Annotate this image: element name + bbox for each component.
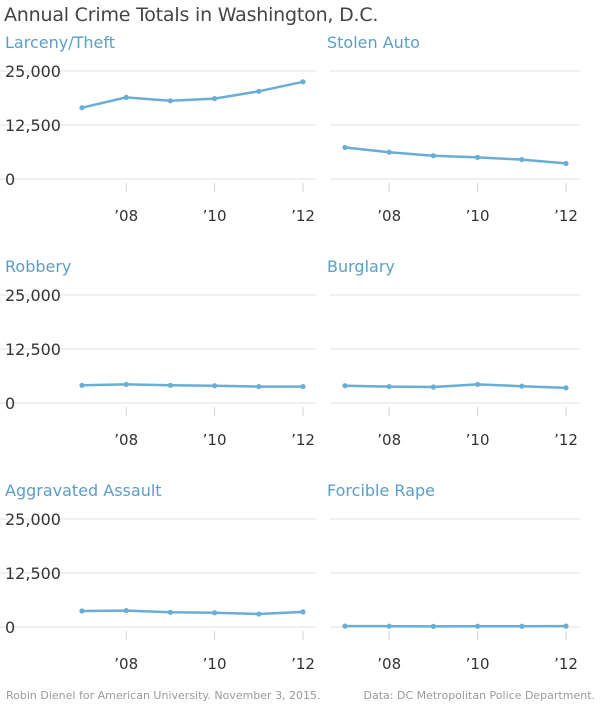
panel-title-5: Forcible Rape	[327, 481, 435, 500]
x-tick-label-3-0: ’08	[377, 431, 401, 449]
footer-credit: Robin Dienel for American University. No…	[6, 689, 321, 702]
data-point-0-2	[167, 98, 173, 104]
x-tick-label-2-0: ’08	[114, 431, 138, 449]
data-point-1-5	[563, 160, 569, 167]
chart-title: Annual Crime Totals in Washington, D.C.	[4, 4, 379, 26]
data-point-5-1	[386, 623, 392, 629]
data-point-4-2	[167, 609, 173, 615]
y-tick-label-2-0: 25,000	[5, 286, 61, 305]
data-point-4-3	[212, 610, 218, 616]
footer-source: Data: DC Metropolitan Police Department.	[363, 689, 596, 702]
data-point-0-0	[79, 105, 85, 111]
data-point-5-0	[342, 623, 348, 629]
y-tick-label-2-1: 12,500	[5, 340, 61, 359]
x-tick-label-5-1: ’10	[466, 655, 490, 673]
data-point-5-3	[475, 623, 481, 629]
y-tick-label-4-0: 25,000	[5, 510, 61, 529]
x-tick-label-4-1: ’10	[203, 655, 227, 673]
data-point-5-5	[563, 623, 569, 629]
x-tick-label-5-2: ’12	[554, 655, 578, 673]
x-tick-label-3-2: ’12	[554, 431, 578, 449]
data-point-1-0	[342, 144, 348, 151]
x-tick-label-0-0: ’08	[114, 207, 138, 225]
x-tick-label-0-2: ’12	[291, 207, 315, 225]
x-tick-label-3-1: ’10	[466, 431, 490, 449]
y-tick-label-0-1: 12,500	[5, 116, 61, 135]
data-point-4-1	[123, 607, 129, 614]
data-point-1-3	[475, 154, 481, 160]
data-point-4-4	[256, 611, 262, 617]
y-tick-label-4-1: 12,500	[5, 564, 61, 583]
x-tick-label-0-1: ’10	[203, 207, 227, 225]
y-tick-label-0-2: 0	[5, 170, 15, 189]
series-line-1-0	[344, 146, 567, 165]
data-point-0-1	[123, 94, 129, 100]
data-point-2-0	[79, 382, 85, 388]
series-line-2-0	[81, 383, 303, 388]
series-line-0-0	[81, 80, 304, 109]
y-tick-label-0-0: 25,000	[5, 62, 61, 81]
series-line-4-0	[81, 609, 304, 616]
x-tick-label-4-0: ’08	[114, 655, 138, 673]
data-point-3-4	[519, 383, 525, 389]
panel-title-3: Burglary	[327, 257, 395, 276]
data-point-5-2	[430, 623, 436, 629]
data-point-2-3	[212, 383, 218, 389]
x-tick-label-1-0: ’08	[377, 207, 401, 225]
data-point-3-3	[475, 381, 481, 388]
x-tick-label-2-2: ’12	[291, 431, 315, 449]
data-point-2-2	[167, 382, 173, 388]
data-point-1-4	[519, 156, 525, 163]
data-point-3-1	[386, 383, 392, 390]
data-point-5-4	[519, 623, 525, 629]
x-tick-label-5-0: ’08	[377, 655, 401, 673]
x-tick-label-1-2: ’12	[554, 207, 578, 225]
x-tick-label-4-2: ’12	[291, 655, 315, 673]
x-tick-label-1-1: ’10	[466, 207, 490, 225]
data-point-0-3	[212, 96, 218, 102]
panel-title-4: Aggravated Assault	[5, 481, 162, 500]
data-point-2-1	[123, 381, 129, 388]
data-point-3-0	[342, 383, 348, 389]
panel-title-2: Robbery	[5, 257, 71, 276]
data-point-1-1	[386, 149, 392, 155]
data-point-2-4	[256, 383, 262, 390]
data-point-0-4	[256, 88, 262, 94]
y-tick-label-2-2: 0	[5, 394, 15, 413]
data-point-1-2	[430, 153, 436, 159]
panel-title-0: Larceny/Theft	[5, 33, 115, 52]
panel-title-1: Stolen Auto	[327, 33, 420, 52]
data-point-0-5	[300, 79, 306, 85]
y-tick-label-4-2: 0	[5, 618, 15, 637]
series-line-3-0	[344, 383, 567, 390]
x-tick-label-2-1: ’10	[203, 431, 227, 449]
data-point-4-0	[79, 608, 85, 614]
data-point-4-5	[300, 609, 306, 615]
data-point-2-5	[300, 383, 306, 390]
data-point-3-2	[430, 384, 436, 390]
data-point-3-5	[563, 385, 569, 391]
